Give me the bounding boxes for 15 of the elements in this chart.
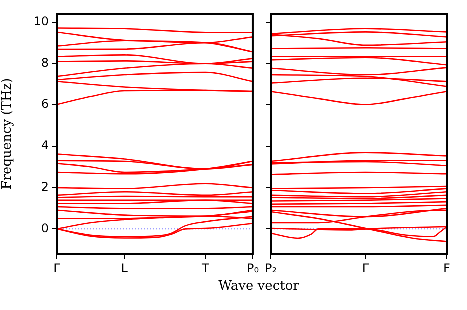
x-tick-label: F [444, 261, 451, 276]
y-tick-label: 10 [34, 14, 49, 28]
x-tick-label: Γ [54, 261, 61, 276]
y-axis-title: Frequency (THz) [0, 78, 16, 190]
x-tick-label: T [201, 261, 210, 276]
x-tick-label: P₂ [265, 261, 278, 276]
y-tick-label: 0 [41, 221, 49, 236]
x-tick-label: L [121, 261, 128, 276]
y-tick-label: 2 [41, 180, 49, 194]
y-tick-label: 8 [41, 56, 49, 70]
y-tick-label: 6 [41, 97, 49, 112]
x-tick-label: P₀ [246, 261, 260, 276]
y-tick-label: 4 [41, 138, 49, 153]
x-axis-title: Wave vector [218, 279, 300, 294]
x-tick-label: Γ [362, 261, 370, 276]
